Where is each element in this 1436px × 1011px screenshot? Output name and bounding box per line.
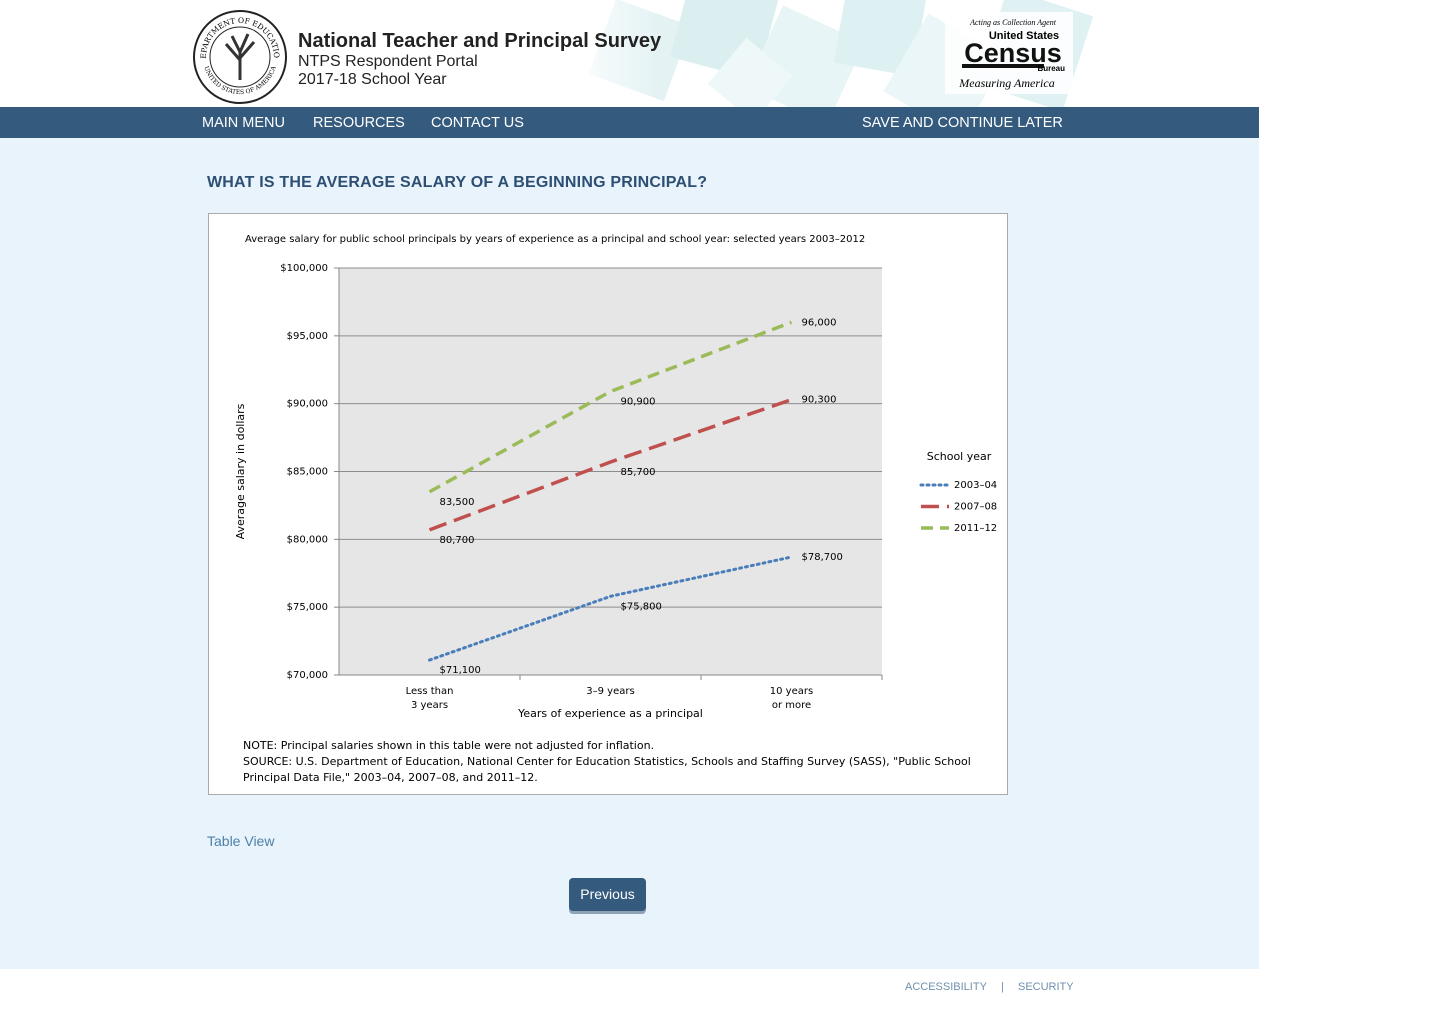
footer-separator: | [1001,981,1004,993]
data-label: 90,300 [802,395,837,406]
data-label: $71,100 [440,665,481,676]
census-tagline: Measuring America [958,76,1054,90]
series-line [428,397,793,532]
y-tick-label: $75,000 [287,602,328,613]
census-us: United States [989,30,1059,42]
question: WHAT IS THE AVERAGE SALARY OF A BEGINNIN… [207,174,708,191]
legend-title: School year [927,450,992,463]
x-tick-label: 10 years or more [770,686,813,711]
y-axis-label: Average salary in dollars [234,403,247,539]
y-tick-label: $80,000 [287,534,328,545]
chart-panel: Average salary for public school princip… [208,213,1008,795]
x-tick-label: Less than 3 years [406,686,454,711]
school-year: 2017-18 School Year [298,71,447,88]
nav-link[interactable]: CONTACT US [431,115,524,131]
nav-bar: MAIN MENU RESOURCES CONTACT US SAVE AND … [0,107,1259,138]
series-line [428,555,793,662]
series-line [428,320,793,494]
previous-button[interactable]: Previous [569,878,646,911]
header: DEPARTMENT OF EDUCATION UNITED STATES OF… [0,0,1259,107]
legend-label: 2007–08 [954,502,997,513]
chart-title: Average salary for public school princip… [245,234,865,245]
header-graphics: DEPARTMENT OF EDUCATION UNITED STATES OF… [0,0,1094,107]
content: WHAT IS THE AVERAGE SALARY OF A BEGINNIN… [0,138,1259,969]
y-tick-label: $70,000 [287,670,328,681]
y-tick-label: $85,000 [287,467,328,478]
census-bureau: Bureau [1037,64,1065,73]
table-view-link[interactable]: Table View [207,833,275,849]
x-axis-label: Years of experience as a principal [517,707,703,720]
y-tick-label: $95,000 [287,331,328,342]
portal-subtitle: NTPS Respondent Portal [298,53,478,70]
legend-label: 2003–04 [954,480,997,491]
footer-link[interactable]: SECURITY [1018,981,1074,993]
nav-link[interactable]: MAIN MENU [202,115,285,131]
nav-link[interactable]: RESOURCES [313,115,405,131]
data-label: 85,700 [621,467,656,478]
data-label: 96,000 [802,317,837,328]
data-label: $75,800 [621,601,662,612]
chart-source: SOURCE: U.S. Department of Education, Na… [243,755,971,784]
x-tick-label: 3–9 years [586,686,634,697]
data-label: 90,900 [621,396,656,407]
legend-label: 2011–12 [954,523,997,534]
y-tick-label: $100,000 [280,263,328,274]
chart: Average salary for public school princip… [234,234,997,720]
data-label: $78,700 [802,552,843,563]
footer-link[interactable]: ACCESSIBILITY [905,981,987,993]
data-label: 80,700 [440,535,475,546]
data-label: 83,500 [440,497,475,508]
chart-note: NOTE: Principal salaries shown in this t… [243,739,655,752]
census-agent: Acting as Collection Agent [969,18,1057,27]
y-tick-label: $90,000 [287,399,328,410]
census-name: Census [964,38,1062,68]
portal-title: National Teacher and Principal Survey [298,30,662,52]
save-later[interactable]: SAVE AND CONTINUE LATER [862,115,1063,131]
